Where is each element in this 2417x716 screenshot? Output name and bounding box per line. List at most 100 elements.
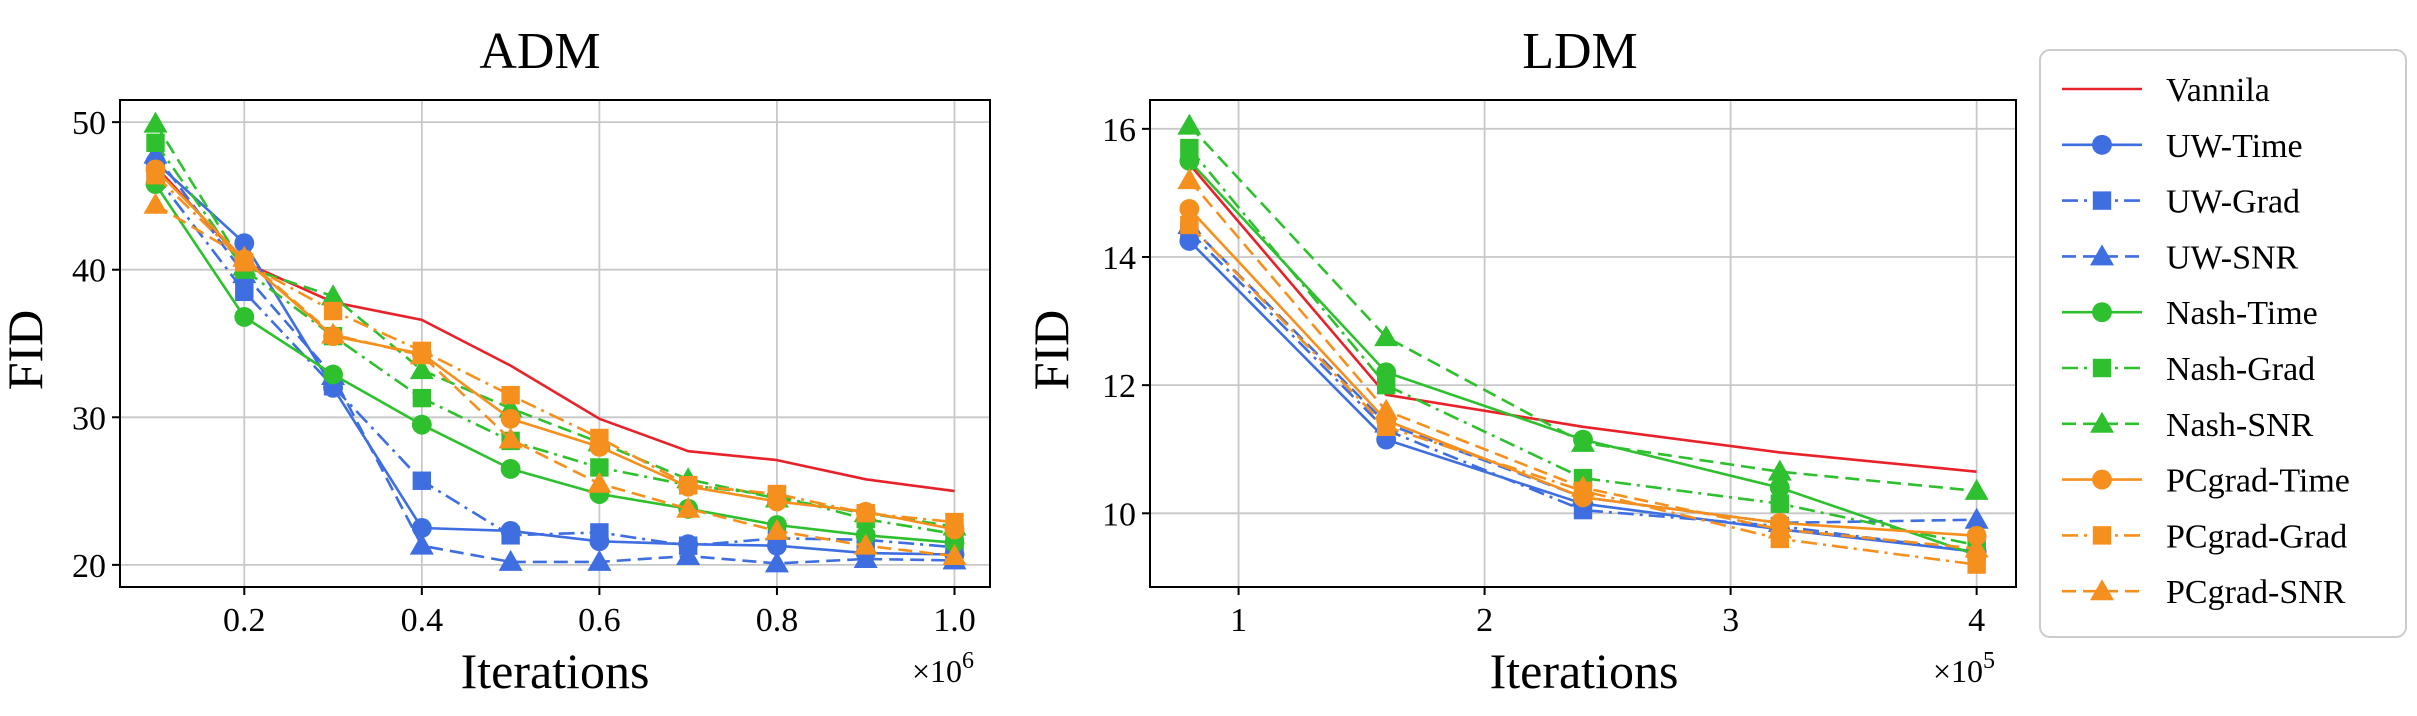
adm-point-pcgrad-grad: [856, 504, 875, 523]
adm-x-multiplier: ×106: [912, 648, 974, 689]
adm-point-pcgrad-snr: [321, 322, 346, 344]
adm-series-nash-snr: [143, 111, 967, 536]
legend-label: Nash-Time: [2166, 295, 2318, 332]
adm-point-nash-snr: [321, 284, 346, 306]
legend-marker: [2090, 411, 2114, 433]
adm-point-nash-grad: [146, 133, 165, 152]
adm-point-pcgrad-snr: [676, 496, 701, 518]
ldm-point-nash-snr: [1177, 113, 1202, 135]
adm-point-nash-grad: [412, 388, 432, 408]
ldm-point-nash-grad: [1770, 494, 1790, 513]
ldm-point-pcgrad-snr: [1767, 517, 1792, 539]
ldm-line-vannila: [1188, 163, 1977, 473]
adm-series-pcgrad-grad: [146, 166, 964, 532]
legend-label: UW-SNR: [2166, 239, 2299, 276]
ldm-point-pcgrad-snr: [1571, 475, 1595, 497]
adm-point-nash-time: [323, 364, 343, 385]
adm-point-pcgrad-grad: [146, 166, 165, 185]
adm-point-pcgrad-snr: [764, 518, 789, 540]
legend-label: UW-Grad: [2166, 184, 2300, 221]
adm-point-pcgrad-snr: [409, 343, 434, 365]
ldm-series-uw-grad: [1180, 222, 1986, 561]
ldm-ytick-label: 12: [1102, 368, 1136, 405]
adm-line-nash-time: [154, 183, 955, 544]
adm-ytick-label: 30: [72, 400, 106, 437]
adm-line-pcgrad-time: [154, 168, 955, 531]
adm-series-nash-time: [145, 174, 965, 553]
adm-xtick-label: 0.2: [223, 602, 266, 639]
adm-ytick-label: 40: [72, 253, 106, 290]
ldm-series-pcgrad-snr: [1177, 168, 1989, 558]
ldm-title: LDM: [1522, 23, 1638, 80]
ldm-point-nash-grad: [1376, 375, 1396, 395]
adm-point-nash-snr: [409, 358, 434, 380]
ldm-series-pcgrad-grad: [1180, 215, 1986, 574]
adm-ytick-label: 50: [72, 105, 106, 142]
adm-line-nash-grad: [154, 142, 955, 536]
adm-xtick-label: 0.8: [756, 602, 799, 639]
legend-marker: [2090, 579, 2114, 601]
adm-point-uw-snr: [764, 551, 789, 573]
legend-item-pcgrad-time: PCgrad-Time: [2062, 463, 2350, 500]
ldm-ylabel: FID: [1023, 310, 1079, 391]
legend-label: PCgrad-Grad: [2166, 518, 2347, 555]
legend-item-pcgrad-snr: PCgrad-SNR: [2062, 574, 2346, 611]
legend-marker: [2092, 469, 2112, 490]
legend-item-nash-time: Nash-Time: [2062, 295, 2318, 332]
adm-point-uw-snr: [409, 533, 434, 555]
ldm-point-pcgrad-snr: [1964, 536, 1989, 558]
adm-point-pcgrad-snr: [498, 427, 523, 449]
adm-xlabel: Iterations: [461, 643, 650, 699]
adm-point-pcgrad-time: [500, 408, 521, 429]
ldm-point-pcgrad-grad: [1967, 555, 1986, 574]
adm-point-pcgrad-grad: [945, 512, 964, 532]
adm-point-pcgrad-grad: [767, 484, 787, 504]
adm-point-nash-time: [500, 459, 521, 479]
adm-point-nash-snr: [143, 111, 168, 133]
adm-point-nash-time: [411, 414, 432, 435]
adm-line-uw-grad: [154, 174, 955, 549]
ldm-point-uw-snr: [1964, 507, 1989, 529]
ldm-series: [1177, 113, 1989, 574]
legend-item-uw-snr: UW-SNR: [2062, 239, 2299, 276]
adm-xtick-label: 0.4: [401, 602, 444, 639]
adm-axes-frame: [119, 99, 991, 588]
adm-point-pcgrad-snr: [587, 471, 612, 493]
legend-marker: [2092, 134, 2112, 155]
ldm-ytick-label: 10: [1102, 496, 1136, 533]
ldm-point-nash-snr: [1374, 325, 1399, 347]
legend-label: Vannila: [2166, 72, 2270, 109]
legend-item-uw-time: UW-Time: [2062, 128, 2303, 165]
ldm-xtick-label: 1: [1230, 602, 1247, 639]
adm-point-uw-grad: [235, 282, 254, 302]
adm-series: [143, 111, 967, 573]
adm-panel: ADM FID Iterations ×106 0.2 0.4 0.6 0.8 1.0 2…: [0, 23, 991, 699]
adm-title: ADM: [479, 23, 600, 80]
adm-point-uw-time: [234, 233, 255, 254]
ldm-point-pcgrad-grad: [1376, 417, 1396, 437]
ldm-grid: [1150, 100, 2016, 587]
ldm-xlabel: Iterations: [1490, 643, 1679, 699]
adm-point-uw-snr: [676, 544, 701, 566]
adm-point-uw-time: [411, 518, 432, 538]
legend-marker: [2092, 191, 2112, 210]
ldm-xtick-label: 4: [1968, 602, 1985, 639]
ldm-x-multiplier: ×105: [1933, 648, 1995, 689]
adm-series-vannila: [154, 165, 955, 493]
legend-item-uw-grad: UW-Grad: [2062, 184, 2300, 221]
ldm-series-vannila: [1188, 163, 1977, 473]
adm-point-pcgrad-grad: [501, 385, 520, 405]
adm-point-uw-snr: [587, 549, 612, 571]
legend-item-vannila: Vannila: [2062, 72, 2270, 109]
adm-line-uw-snr: [154, 153, 955, 565]
ldm-ytick-label: 16: [1102, 112, 1136, 149]
ldm-axes-frame: [1149, 99, 2017, 588]
ldm-point-nash-grad: [1180, 138, 1199, 158]
ldm-point-nash-snr: [1964, 478, 1989, 500]
adm-line-pcgrad-snr: [154, 203, 955, 558]
adm-line-vannila: [154, 165, 955, 493]
legend-label: Nash-Grad: [2166, 351, 2315, 388]
adm-point-pcgrad-grad: [590, 428, 609, 448]
legend-marker: [2092, 358, 2112, 378]
